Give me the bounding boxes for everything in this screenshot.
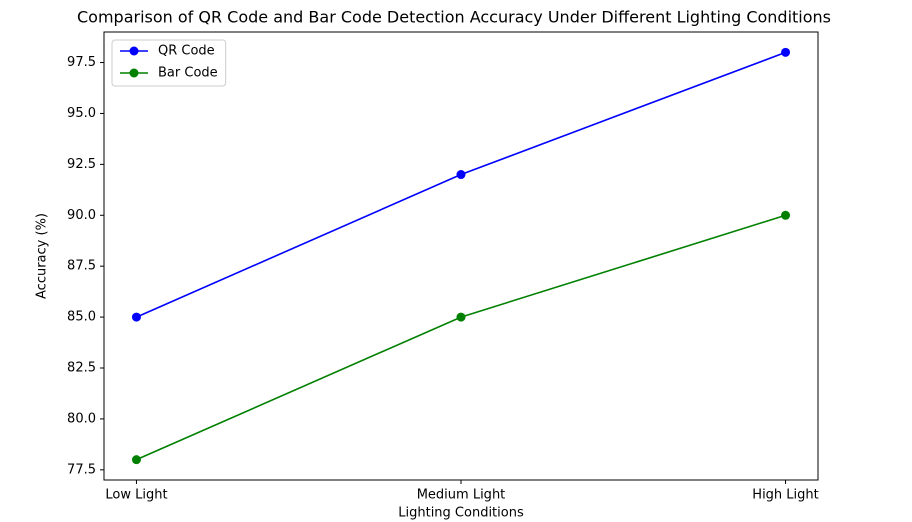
legend-label: QR Code [158,44,215,59]
y-tick-label: 97.5 [67,55,96,70]
data-point [781,47,791,57]
y-tick-label: 90.0 [67,208,96,223]
y-axis-label: Accuracy (%) [35,213,50,299]
y-tick-label: 82.5 [67,361,96,376]
x-tick-label: High Light [752,488,818,503]
y-tick-label: 95.0 [67,106,96,121]
x-tick-label: Low Light [105,488,167,503]
data-point [131,455,141,465]
y-tick-label: 87.5 [67,259,96,274]
chart-title: Comparison of QR Code and Bar Code Detec… [77,8,831,27]
y-tick-label: 85.0 [67,310,96,325]
y-tick-label: 80.0 [67,411,96,426]
x-tick-label: Medium Light [417,488,506,503]
data-point [456,312,466,322]
data-point [131,312,141,322]
data-point [456,170,466,180]
y-tick-label: 77.5 [67,462,96,477]
series-line [136,51,786,318]
legend-swatch-marker [129,46,139,56]
x-axis-label: Lighting Conditions [398,506,524,521]
legend-swatch-marker [129,68,139,78]
y-tick-label: 92.5 [67,157,96,172]
plot-frame [103,31,819,481]
legend-label: Bar Code [158,66,218,81]
data-point [781,210,791,220]
series-line [136,214,786,461]
